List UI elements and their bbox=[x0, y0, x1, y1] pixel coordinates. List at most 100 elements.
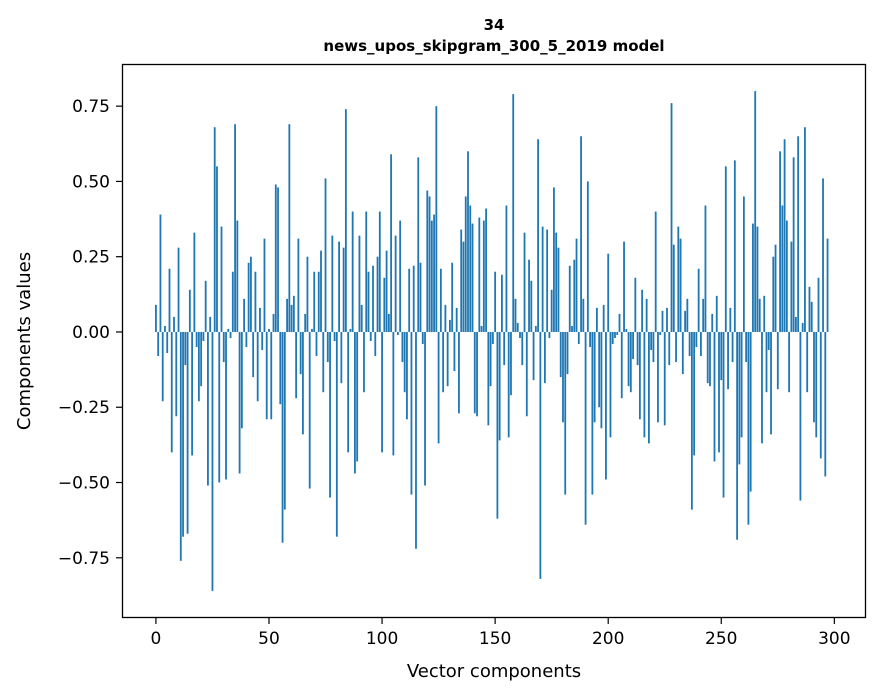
y-axis-ticks: −0.75 −0.50 −0.25 0.00 0.25 0.50 0.75 bbox=[58, 97, 122, 569]
bar-component-244 bbox=[706, 331, 709, 384]
bar-component-252 bbox=[724, 166, 727, 332]
bar-component-113 bbox=[410, 331, 413, 495]
y-tick-label: −0.75 bbox=[58, 549, 110, 569]
bar-component-242 bbox=[702, 298, 705, 332]
bar-component-183 bbox=[568, 265, 571, 332]
bar-component-144 bbox=[480, 325, 483, 332]
bar-component-248 bbox=[715, 295, 718, 332]
bar-component-235 bbox=[686, 298, 689, 332]
bar-component-92 bbox=[363, 331, 365, 393]
bar-component-73 bbox=[320, 250, 322, 332]
bar-component-7 bbox=[170, 331, 173, 453]
bar-component-31 bbox=[225, 331, 227, 480]
bar-component-275 bbox=[776, 331, 779, 390]
bar-component-236 bbox=[688, 331, 691, 357]
bar-component-140 bbox=[471, 223, 474, 332]
bar-component-136 bbox=[462, 241, 465, 332]
bar-component-205 bbox=[618, 313, 621, 332]
bar-component-13 bbox=[184, 331, 187, 366]
bar-component-135 bbox=[460, 229, 463, 332]
bar-component-33 bbox=[229, 331, 232, 338]
bar-component-23 bbox=[207, 331, 209, 486]
bar-component-79 bbox=[333, 331, 336, 341]
bar-component-107 bbox=[396, 331, 399, 335]
bar-component-64 bbox=[299, 331, 302, 375]
x-tick-label: 100 bbox=[366, 629, 398, 649]
bar-component-158 bbox=[512, 94, 515, 332]
bar-component-229 bbox=[672, 244, 675, 332]
bar-component-19 bbox=[197, 331, 200, 402]
bar-component-278 bbox=[783, 139, 786, 332]
bar-component-116 bbox=[417, 157, 420, 332]
bar-component-271 bbox=[767, 331, 770, 351]
x-tick-label: 200 bbox=[592, 629, 624, 649]
bar-component-154 bbox=[503, 331, 506, 366]
bar-component-289 bbox=[808, 286, 811, 332]
bar-component-164 bbox=[525, 331, 528, 417]
bar-component-175 bbox=[550, 289, 553, 332]
bar-component-103 bbox=[387, 313, 390, 332]
y-axis-label: Components values bbox=[14, 252, 35, 430]
bar-component-3 bbox=[161, 331, 164, 402]
bar-component-187 bbox=[577, 331, 580, 345]
x-tick-label: 50 bbox=[258, 629, 280, 649]
bar-component-165 bbox=[528, 259, 530, 332]
bar-component-47 bbox=[261, 331, 264, 351]
bar-component-276 bbox=[779, 151, 781, 332]
bar-component-75 bbox=[324, 178, 327, 332]
bar-component-118 bbox=[421, 331, 424, 345]
bar-component-22 bbox=[204, 280, 207, 332]
bar-component-295 bbox=[822, 178, 824, 332]
bar-component-262 bbox=[747, 331, 750, 525]
bar-component-225 bbox=[663, 331, 666, 426]
bar-component-184 bbox=[571, 325, 573, 332]
chart-title: 34 bbox=[484, 16, 505, 34]
bar-component-203 bbox=[614, 331, 616, 338]
bar-component-76 bbox=[326, 331, 329, 363]
bar-component-296 bbox=[824, 331, 827, 477]
bar-component-255 bbox=[731, 331, 734, 363]
bar-component-177 bbox=[555, 232, 558, 332]
bar-component-269 bbox=[763, 295, 766, 332]
bar-component-16 bbox=[191, 331, 194, 456]
bar-component-186 bbox=[575, 238, 578, 332]
bar-component-115 bbox=[415, 331, 417, 549]
bar-component-188 bbox=[580, 136, 582, 332]
bar-component-182 bbox=[566, 331, 569, 375]
bar-component-41 bbox=[247, 262, 250, 332]
bar-component-156 bbox=[507, 331, 510, 438]
bar-component-152 bbox=[498, 331, 501, 441]
bar-component-35 bbox=[234, 124, 236, 332]
bar-component-89 bbox=[356, 331, 359, 462]
bar-component-240 bbox=[697, 268, 700, 332]
bar-component-231 bbox=[677, 226, 680, 332]
y-tick-label: 0.25 bbox=[72, 248, 110, 268]
bar-component-204 bbox=[616, 331, 619, 335]
bar-component-106 bbox=[394, 235, 397, 332]
bar-component-125 bbox=[437, 331, 440, 444]
bar-component-176 bbox=[553, 187, 555, 332]
bar-component-133 bbox=[455, 307, 458, 332]
bar-component-74 bbox=[322, 331, 325, 393]
bar-component-131 bbox=[451, 262, 454, 332]
plot-frame bbox=[121, 63, 867, 619]
bar-component-37 bbox=[238, 331, 241, 474]
bar-component-2 bbox=[159, 214, 162, 332]
bar-component-272 bbox=[770, 331, 772, 435]
bar-component-166 bbox=[530, 280, 533, 332]
bar-component-173 bbox=[546, 229, 549, 332]
bar-component-61 bbox=[292, 295, 295, 332]
bar-component-9 bbox=[175, 331, 178, 417]
bar-component-217 bbox=[645, 298, 648, 332]
bar-component-121 bbox=[428, 196, 431, 332]
bar-component-259 bbox=[740, 331, 743, 438]
bar-component-5 bbox=[166, 331, 169, 354]
bar-component-85 bbox=[347, 331, 350, 453]
bar-component-245 bbox=[709, 331, 711, 387]
bar-component-71 bbox=[315, 331, 318, 357]
bar-component-155 bbox=[505, 205, 508, 332]
bar-component-109 bbox=[401, 331, 404, 363]
bar-component-40 bbox=[245, 331, 248, 348]
bar-component-201 bbox=[609, 331, 612, 438]
bar-component-77 bbox=[329, 331, 331, 498]
